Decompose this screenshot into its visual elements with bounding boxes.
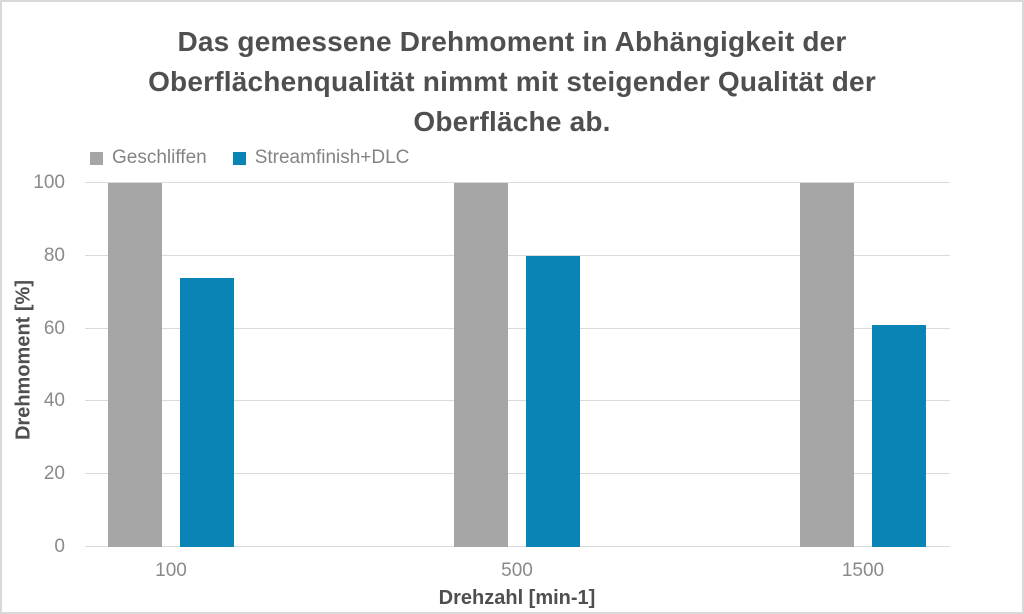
legend-item-geschliffen: Geschliffen [90,147,207,169]
chart-title-line-2: Oberflächenqualität nimmt mit steigender… [148,66,876,97]
chart-title: Das gemessene Drehmoment in Abhängigkeit… [2,22,1022,142]
x-tick-label: 100 [155,560,187,581]
y-tick-label: 60 [43,318,65,339]
bar-streamfinish-1500 [872,324,926,547]
x-tick-label: 500 [501,560,533,581]
bar-geschliffen-100 [108,183,162,547]
chart-title-line-3: Oberfläche ab. [413,106,611,137]
y-axis-title: Drehmoment [%] [12,279,35,441]
y-tick-label: 80 [43,245,65,266]
y-tick-label: 0 [54,536,65,557]
legend: Geschliffen Streamfinish+DLC [90,147,409,169]
gridline-60 [85,327,950,329]
gridline-100 [85,182,950,183]
y-tick-label: 20 [43,463,65,484]
chart-title-line-1: Das gemessene Drehmoment in Abhängigkeit… [177,26,847,57]
bar-streamfinish-100 [180,277,234,547]
legend-label-streamfinish: Streamfinish+DLC [254,147,410,168]
bar-geschliffen-1500 [800,183,854,547]
legend-label-geschliffen: Geschliffen [112,147,207,168]
bar-streamfinish-500 [526,255,580,547]
legend-item-streamfinish: Streamfinish+DLC [232,147,410,169]
x-tick-label: 1500 [841,560,885,581]
bar-geschliffen-500 [454,183,508,547]
x-axis-title: Drehzahl [min-1] [438,587,596,609]
legend-swatch-streamfinish [232,151,246,165]
gridline-0 [85,546,950,547]
legend-swatch-geschliffen [90,151,103,165]
y-tick-label: 40 [43,390,65,411]
gridline-20 [85,473,950,475]
plot-area [85,182,950,547]
y-tick-label: 100 [33,172,65,193]
gridline-40 [85,400,950,402]
gridline-80 [85,254,950,256]
